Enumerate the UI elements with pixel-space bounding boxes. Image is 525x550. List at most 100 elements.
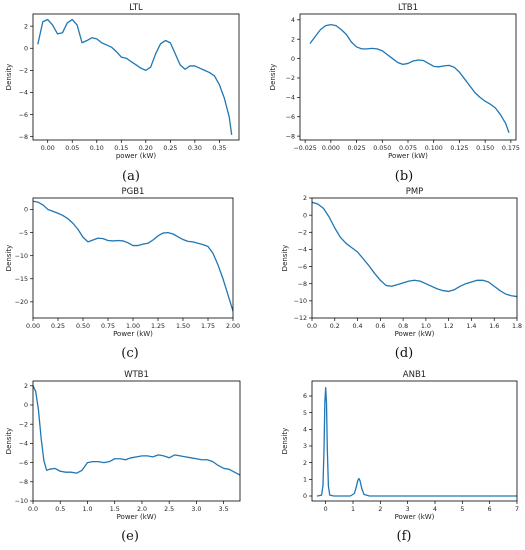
x-tick-label: 0.025 [348,145,366,152]
x-tick-label: 0.15 [114,145,128,152]
y-tick-label: −6 [286,114,295,121]
x-tick-label: 0.150 [476,145,494,152]
y-tick-label: −8 [19,134,28,141]
y-tick-label: −8 [298,281,307,288]
x-tick-label: 1.2 [444,323,454,330]
x-tick-label: 3.5 [219,506,229,513]
y-tick-label: 0 [24,207,28,214]
y-tick-label: 0 [303,212,307,219]
y-tick-label: 1 [303,477,307,484]
x-tick-label: −0.025 [293,145,316,152]
x-axis-label: Power (kW) [388,152,428,160]
y-tick-label: −10 [15,498,28,505]
panel-caption: (d) [395,346,413,361]
series-line-2-1 [309,24,510,133]
x-tick-label: 0 [324,506,328,513]
x-tick-label: 0.4 [353,323,363,330]
chart-title: LTB1 [398,3,418,13]
x-tick-label: 0.30 [188,145,202,152]
chart-panel-2: −0.025 0.000 0.025 0.050 0.075 0.100 0.125 0.15… [269,3,520,184]
y-tick-label: −4 [19,441,28,448]
x-tick-label: 0.35 [212,145,226,152]
y-tick-label: −2 [19,68,28,75]
series-line-3-1 [33,200,233,312]
y-tick-label: 5 [303,410,307,417]
x-tick-label: 0.050 [373,145,391,152]
series-line-5-1 [33,385,240,476]
chart-title: PGB1 [122,187,145,197]
y-axis-label: Density [5,64,13,91]
y-tick-label: −2 [19,421,28,428]
series-line-4-1 [312,201,517,298]
panel-caption: (a) [122,169,140,184]
x-tick-label: 0.125 [450,145,468,152]
chart-title: WTB1 [124,370,149,380]
x-tick-label: 0.25 [163,145,177,152]
x-tick-label: 1.5 [110,506,120,513]
y-tick-label: −8 [19,479,28,486]
x-tick-label: 0.2 [330,323,340,330]
series-line-1-1 [37,18,233,136]
x-axis-label: Power (kW) [117,513,157,521]
x-tick-label: 0.0 [28,506,38,513]
y-tick-label: 6 [303,393,307,400]
x-tick-label: 0.8 [398,323,408,330]
y-tick-label: 0 [291,56,295,63]
series-line-6-1 [316,387,517,497]
x-tick-label: 1.50 [176,323,190,330]
chart-panel-1: 0.00 0.05 0.10 0.15 0.20 0.25 0.30 0.35 −8 −6 −4 −2… [5,3,240,184]
panel-caption: (c) [121,346,138,361]
panel-caption: (e) [121,529,139,544]
y-tick-label: 2 [303,195,307,202]
chart-panel-5: 0.0 0.5 1.0 1.5 2.0 2.5 3.0 3.5 −10 −8 −6 −4 −2 0 2 WTB… [5,370,241,544]
chart-panel-4: 0.0 0.2 0.4 0.6 0.8 1.0 1.2 1.4 1.6 1.8 −12 −10 −8 −6… [281,187,522,361]
y-tick-label: 0 [24,402,28,409]
x-tick-label: 0.75 [101,323,115,330]
y-tick-label: −20 [15,299,28,306]
y-tick-label: −12 [294,315,307,322]
x-axis-label: Power (kW) [395,330,435,338]
x-tick-label: 3 [406,506,410,513]
x-tick-label: 0.6 [375,323,385,330]
y-tick-label: 2 [291,36,295,43]
x-tick-label: 2.00 [226,323,240,330]
y-tick-label: −6 [298,264,307,271]
y-tick-label: −6 [19,112,28,119]
chart-panel-3: 0.00 0.25 0.50 0.75 1.00 1.25 1.50 1.75 2.00 −20 −… [5,187,240,361]
x-tick-label: 1.75 [201,323,215,330]
chart-title: LTL [129,3,143,13]
x-tick-label: 0.100 [425,145,443,152]
panel-caption: (b) [395,169,413,184]
x-tick-label: 1.00 [126,323,140,330]
x-axis-label: Power (kW) [113,330,153,338]
y-tick-label: −6 [19,460,28,467]
y-tick-label: 4 [303,427,307,434]
plot-frame [311,197,518,319]
y-axis-label: Density [269,64,277,91]
y-tick-label: −2 [286,75,295,82]
x-tick-label: 1.25 [151,323,165,330]
x-tick-label: 3.0 [191,506,201,513]
chart-title: ANB1 [403,370,426,380]
plot-frame [32,380,241,502]
y-tick-label: 4 [291,17,295,24]
chart-title: PMP [406,187,424,197]
y-tick-label: 2 [24,383,28,390]
y-tick-label: 0 [24,45,28,52]
x-tick-label: 1.8 [512,323,522,330]
y-tick-label: −10 [294,298,307,305]
plot-frame [311,380,518,502]
x-tick-label: 0.00 [26,323,40,330]
x-tick-label: 1.4 [466,323,476,330]
y-tick-label: −10 [15,253,28,260]
x-tick-label: 4 [433,506,437,513]
y-axis-label: Density [281,245,289,272]
chart-panel-6: 0 1 2 3 4 5 6 7 0 1 2 3 4 5 6 ANB1 Power (kW) Density (f) [281,370,519,544]
y-tick-label: 3 [303,443,307,450]
y-axis-label: Density [5,428,13,455]
x-tick-label: 0.10 [90,145,104,152]
y-axis-label: Density [5,245,13,272]
plot-frame [299,13,517,141]
x-tick-label: 1.6 [489,323,499,330]
